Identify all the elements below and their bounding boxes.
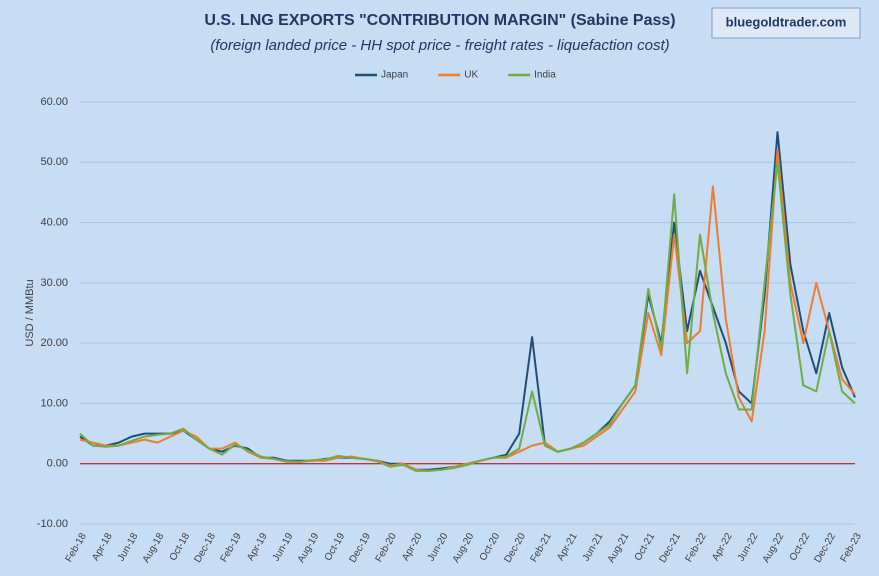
x-tick-label: Feb-19 — [219, 531, 245, 564]
x-tick-label: Apr-21 — [555, 531, 580, 563]
x-tick-label: Aug-22 — [761, 531, 787, 565]
watermark: bluegoldtrader.com — [726, 14, 847, 29]
x-tick-label: Aug-20 — [451, 531, 477, 565]
y-tick-label: 30.00 — [40, 277, 68, 289]
x-tick-label: Aug-19 — [296, 531, 322, 565]
x-tick-label: Jun-18 — [116, 531, 141, 563]
y-tick-label: 0.00 — [47, 458, 68, 470]
x-tick-label: Oct-21 — [633, 531, 658, 563]
legend-label: India — [534, 70, 556, 81]
x-tick-label: Oct-22 — [788, 531, 813, 563]
x-tick-label: Dec-21 — [657, 531, 683, 565]
x-tick-label: Dec-22 — [812, 531, 838, 565]
y-tick-label: 60.00 — [40, 96, 68, 108]
x-tick-label: Oct-20 — [478, 531, 503, 563]
watermark-box — [711, 7, 861, 39]
chart-subtitle: (foreign landed price - HH spot price - … — [210, 37, 669, 54]
x-tick-label: Jun-22 — [736, 531, 761, 563]
x-tick-label: Apr-22 — [710, 531, 735, 563]
x-tick-label: Dec-19 — [347, 531, 373, 565]
x-tick-label: Aug-18 — [141, 531, 167, 565]
x-tick-label: Apr-20 — [400, 531, 425, 563]
y-tick-label: 10.00 — [40, 397, 68, 409]
chart-title: U.S. LNG EXPORTS "CONTRIBUTION MARGIN" (… — [204, 12, 675, 29]
x-tick-label: Feb-22 — [684, 531, 710, 564]
y-tick-label: 50.00 — [40, 156, 68, 168]
x-tick-label: Feb-21 — [529, 531, 555, 564]
y-tick-label: 40.00 — [40, 216, 68, 228]
x-tick-label: Feb-18 — [64, 531, 90, 564]
legend-label: UK — [464, 70, 478, 81]
x-tick-label: Jun-21 — [581, 531, 606, 563]
y-axis-label: USD / MMBtu — [24, 279, 36, 346]
x-tick-label: Apr-18 — [90, 531, 115, 563]
x-tick-label: Dec-18 — [192, 531, 218, 565]
y-tick-label: -10.00 — [37, 518, 68, 530]
x-tick-label: Jun-20 — [426, 531, 451, 563]
x-tick-label: Dec-20 — [502, 531, 528, 565]
x-tick-label: Aug-21 — [606, 531, 632, 565]
x-tick-label: Apr-19 — [245, 531, 270, 563]
x-tick-label: Jun-19 — [271, 531, 296, 563]
series-line — [79, 149, 856, 472]
x-tick-label: Oct-18 — [168, 531, 193, 563]
series-line — [79, 131, 856, 471]
x-tick-label: Feb-23 — [839, 531, 865, 564]
legend-label: Japan — [381, 70, 408, 81]
x-tick-label: Oct-19 — [323, 531, 348, 563]
x-tick-label: Feb-20 — [374, 531, 400, 564]
y-tick-label: 20.00 — [40, 337, 68, 349]
series-line — [79, 161, 856, 472]
